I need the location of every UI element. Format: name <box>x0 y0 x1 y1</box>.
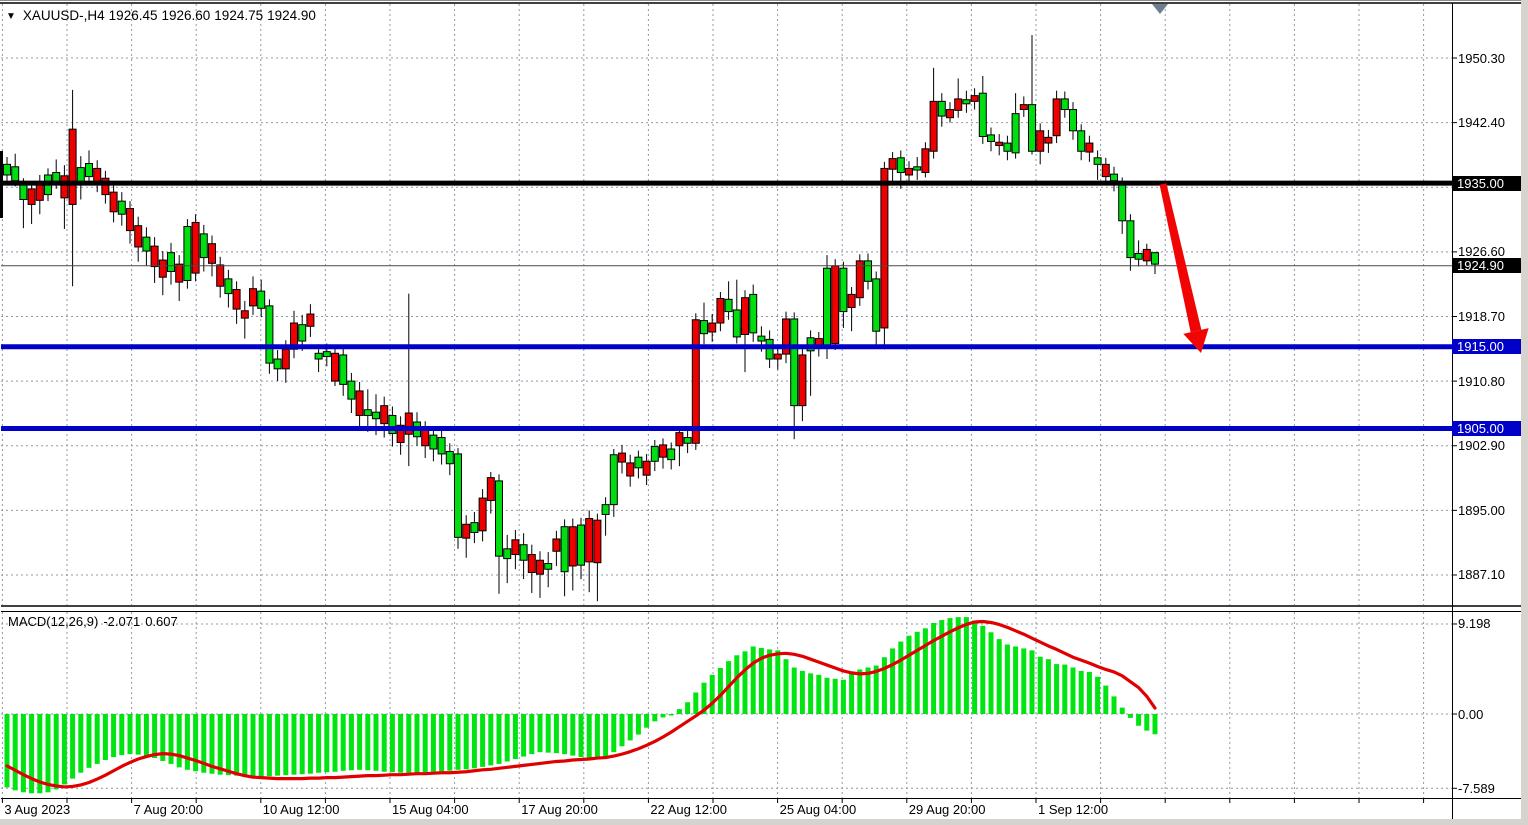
macd-histogram <box>4 617 1158 794</box>
symbol-dropdown-icon[interactable]: ▼ <box>6 11 16 22</box>
time-axis-label: 22 Aug 12:00 <box>650 802 728 817</box>
price-axis-label: 1902.90 <box>1458 438 1505 454</box>
indicator-axis-label: -7.589 <box>1458 780 1495 796</box>
price-axis-label: 1942.40 <box>1458 115 1505 131</box>
macd-signal-line <box>5 619 1157 789</box>
time-axis-label: 1 Sep 12:00 <box>1038 802 1109 817</box>
price-axis-label: 1950.30 <box>1458 50 1505 66</box>
time-axis-label: 15 Aug 04:00 <box>392 802 469 817</box>
symbol-period-label: XAUUSD-,H4 <box>22 8 105 23</box>
price-level-badge: 1935.00 <box>1452 175 1521 191</box>
time-axis-label: 25 Aug 04:00 <box>779 802 857 817</box>
time-axis-label: 7 Aug 20:00 <box>133 802 203 817</box>
chart-title: ▼ XAUUSD-,H4 1926.45 1926.60 1924.75 1924.90 <box>6 8 316 23</box>
indicator-axis-label: 9.198 <box>1458 616 1491 632</box>
indicator-header: MACD(12,26,9) -2.071 0.607 <box>8 614 183 629</box>
time-axis-label: 29 Aug 20:00 <box>908 802 986 817</box>
quote-open: 1926.45 <box>108 8 158 23</box>
quote-low: 1924.75 <box>214 8 264 23</box>
quote-close: 1924.90 <box>267 8 316 23</box>
quote-high: 1926.60 <box>161 8 211 23</box>
price-level-badge: 1915.00 <box>1452 339 1521 355</box>
price-axis-label: 1910.80 <box>1458 373 1505 389</box>
axis-ticks <box>1 57 1457 803</box>
candlesticks <box>3 35 1159 602</box>
indicator-signal-value: 0.607 <box>145 614 178 629</box>
price-level-badge: 1905.00 <box>1452 421 1521 437</box>
chart-shift-icon[interactable] <box>1152 4 1168 14</box>
time-axis-label: 17 Aug 20:00 <box>521 802 598 817</box>
indicator-name-label: MACD(12,26,9) <box>8 614 99 629</box>
time-axis-label: 3 Aug 2023 <box>4 802 71 817</box>
trend-down-arrow[interactable] <box>1159 183 1209 353</box>
time-axis-label: 10 Aug 12:00 <box>262 802 340 817</box>
indicator-main-value: -2.071 <box>103 614 141 629</box>
price-axis-label: 1887.10 <box>1458 567 1505 583</box>
price-level-badge: 1924.90 <box>1452 258 1521 274</box>
price-axis-label: 1895.00 <box>1458 502 1505 518</box>
indicator-axis-label: 0.00 <box>1458 706 1484 722</box>
price-axis-label: 1926.60 <box>1458 244 1505 260</box>
price-axis-label: 1918.70 <box>1458 308 1505 324</box>
